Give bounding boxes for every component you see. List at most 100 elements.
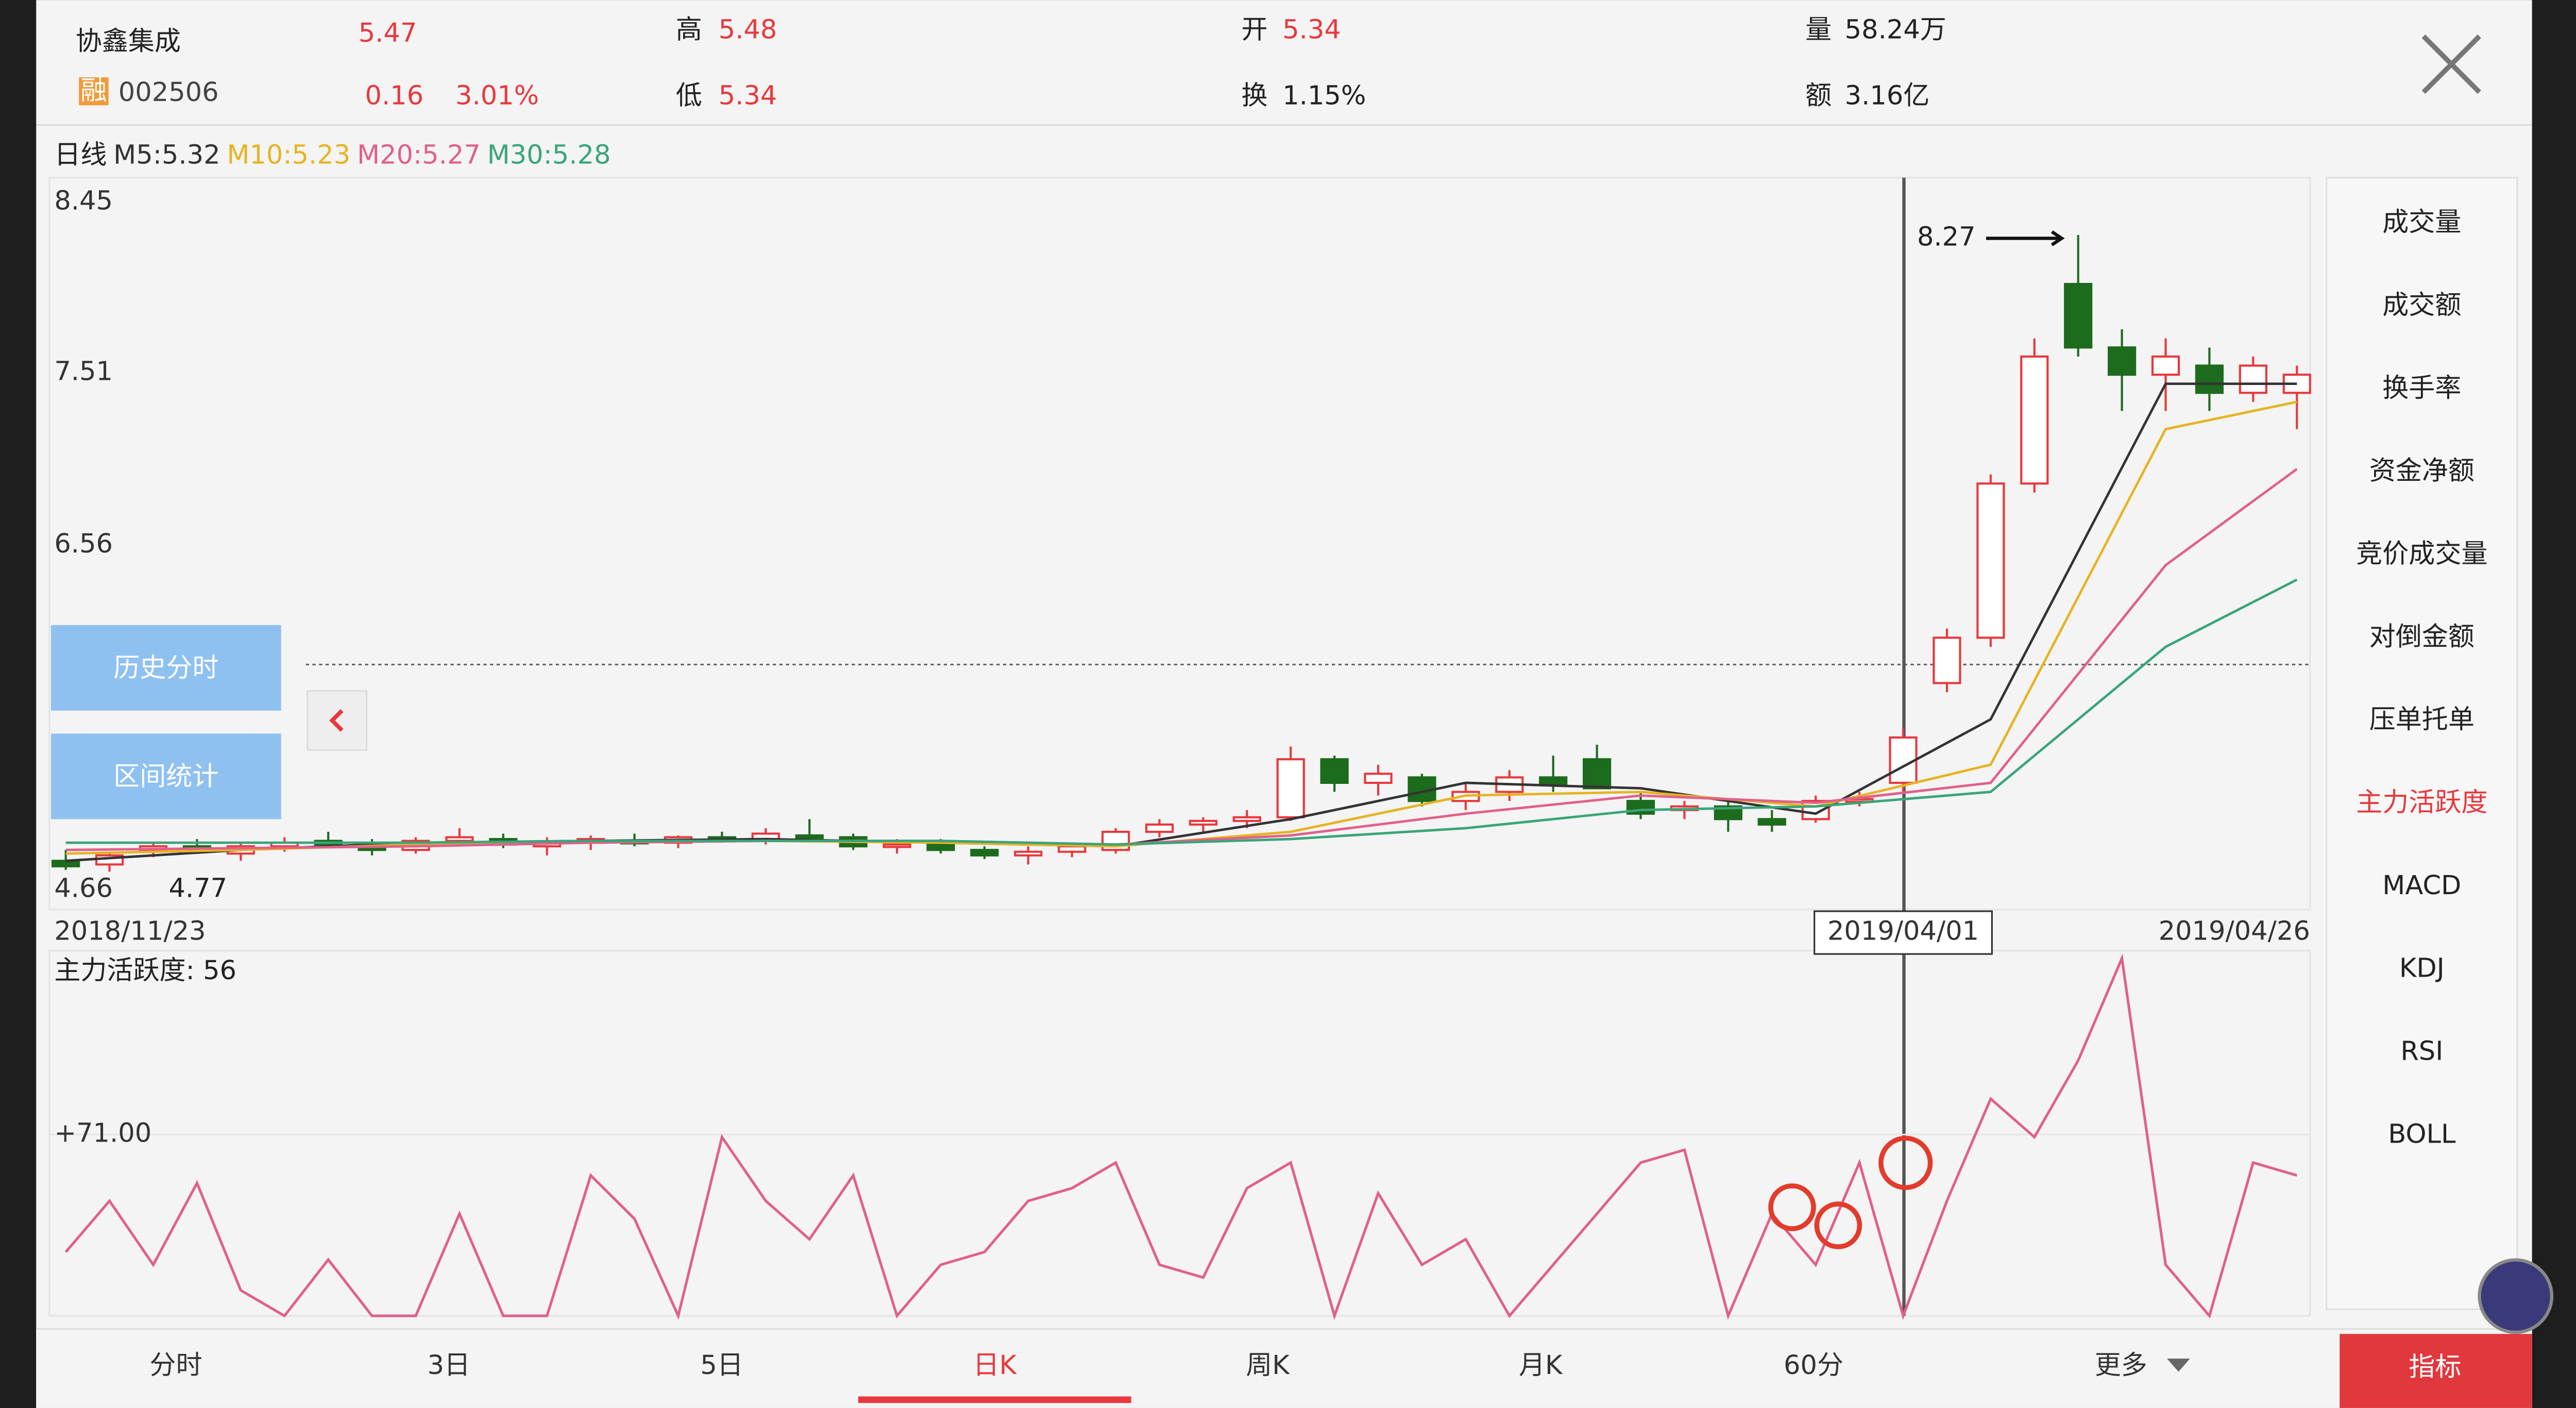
- chart-layer: 8.45 7.51 6.56 4.66 日线 M5:5.32 M10:5.23 M20:5.2…: [49, 140, 2532, 1408]
- panel: [36, 0, 2532, 1408]
- open-label: 开: [1241, 15, 1267, 45]
- candle-body: [1539, 776, 1568, 786]
- tab[interactable]: 日K: [973, 1350, 1017, 1381]
- menu-item[interactable]: 成交额: [2382, 290, 2461, 321]
- indicator-frame: [48, 950, 2311, 1317]
- circle-mark: [1768, 1183, 1816, 1231]
- badge-bg: [79, 77, 109, 106]
- candle-body: [2239, 364, 2267, 394]
- menu-item[interactable]: 成交量: [2382, 207, 2461, 238]
- x-tick-label: 2018/11/23: [54, 916, 206, 947]
- collapse-icon: [329, 709, 344, 732]
- stock-name: 协鑫集成: [76, 26, 181, 57]
- price-frame: [48, 177, 2311, 911]
- indicator-button[interactable]: [2340, 1334, 2532, 1408]
- tab[interactable]: 月K: [1519, 1350, 1563, 1381]
- date-box: [1814, 910, 1993, 955]
- tab[interactable]: 3日: [427, 1350, 470, 1381]
- candle-body: [2195, 364, 2224, 394]
- side-button[interactable]: [50, 625, 281, 711]
- candle-body: [795, 834, 824, 839]
- menu-item[interactable]: KDJ: [2399, 953, 2445, 984]
- max-label: 8.27: [1917, 222, 1976, 252]
- volume-label: 量: [1805, 15, 1832, 45]
- y-tick-label: +71.00: [54, 1118, 151, 1148]
- candle-body: [1145, 823, 1174, 833]
- legend-entry: M30:5.28: [487, 140, 611, 170]
- user-annotations: [1768, 1135, 1933, 1249]
- y-tick-label: 8.45: [54, 186, 113, 216]
- menu-item[interactable]: 压单托单: [2369, 705, 2475, 735]
- open: 5.34: [1282, 15, 1341, 45]
- candle-body: [883, 843, 911, 848]
- legend-entry: M5:5.32: [113, 140, 220, 170]
- y-tick-label: 4.66: [54, 874, 113, 904]
- candle-body: [2064, 282, 2093, 349]
- candle-body: [1364, 773, 1393, 784]
- indicator-title: 主力活跃度: 56: [54, 956, 236, 986]
- ma-line: [65, 578, 2298, 846]
- ma-line: [65, 468, 2298, 851]
- menu-item[interactable]: MACD: [2382, 870, 2461, 901]
- min-label: 4.77: [168, 874, 227, 904]
- amount: 3.16亿: [1845, 80, 1930, 111]
- tab-underline: [858, 1396, 1131, 1403]
- candle-body: [2108, 346, 2137, 376]
- candle-body: [1757, 818, 1786, 826]
- indicator-line: [64, 953, 2297, 1320]
- side-button-label: 区间统计: [113, 762, 218, 792]
- side-button[interactable]: [50, 733, 281, 819]
- change: 0.16: [365, 80, 423, 111]
- tab[interactable]: 更多: [2095, 1350, 2147, 1381]
- low-label: 低: [676, 80, 702, 111]
- menu-item[interactable]: 资金净额: [2369, 456, 2475, 487]
- x-tick-label: 2019/04/26: [2159, 916, 2310, 947]
- indicator-button-label: 指标: [2409, 1352, 2461, 1382]
- high-label: 高: [676, 15, 702, 45]
- candle-body: [52, 860, 80, 867]
- menu-item[interactable]: 对倒金额: [2369, 622, 2475, 652]
- legend-entry: M10:5.23: [227, 140, 350, 170]
- close-button[interactable]: [2421, 34, 2481, 94]
- menu-item[interactable]: 换手率: [2382, 373, 2461, 404]
- candle-body: [2020, 355, 2049, 485]
- candle-body: [1276, 758, 1305, 818]
- candle-body: [1014, 850, 1043, 857]
- y-tick-label: 6.56: [54, 529, 113, 559]
- candle-body: [1583, 758, 1612, 790]
- candle-body: [1933, 636, 1961, 684]
- candle-body: [1976, 482, 2005, 639]
- more-caret: [2167, 1359, 2190, 1372]
- menu-item[interactable]: BOLL: [2388, 1119, 2456, 1149]
- low: 5.34: [719, 80, 777, 111]
- candle-body: [1232, 816, 1261, 822]
- change-pct: 3.01%: [455, 80, 539, 111]
- turnover: 1.15%: [1282, 80, 1366, 111]
- menu-item[interactable]: RSI: [2400, 1036, 2443, 1067]
- badge: 融: [80, 76, 107, 106]
- candle-body: [2151, 355, 2180, 376]
- floating-badge[interactable]: [2478, 1258, 2554, 1334]
- amount-label: 额: [1805, 80, 1832, 111]
- tab-bar: [36, 1329, 2532, 1408]
- candle-body: [970, 849, 999, 857]
- y-tick-label: 7.51: [54, 356, 113, 387]
- tab[interactable]: 60分: [1784, 1350, 1843, 1381]
- max-arrow: [1986, 230, 2065, 246]
- candle-body: [1189, 819, 1218, 826]
- circle-mark: [1878, 1135, 1933, 1191]
- tab[interactable]: 分时: [149, 1350, 202, 1381]
- tab[interactable]: 5日: [700, 1350, 743, 1381]
- legend-period: 日线: [54, 140, 107, 170]
- high: 5.48: [719, 15, 777, 45]
- side-button-label: 历史分时: [113, 653, 218, 683]
- legend-entry: M20:5.27: [357, 140, 481, 170]
- menu-item[interactable]: 竞价成交量: [2356, 539, 2487, 569]
- collapse-button[interactable]: [307, 690, 368, 751]
- circle-mark: [1814, 1201, 1862, 1249]
- menu-item[interactable]: 主力活跃度: [2356, 787, 2487, 818]
- candle-body: [1889, 736, 1918, 784]
- tab[interactable]: 周K: [1246, 1350, 1290, 1381]
